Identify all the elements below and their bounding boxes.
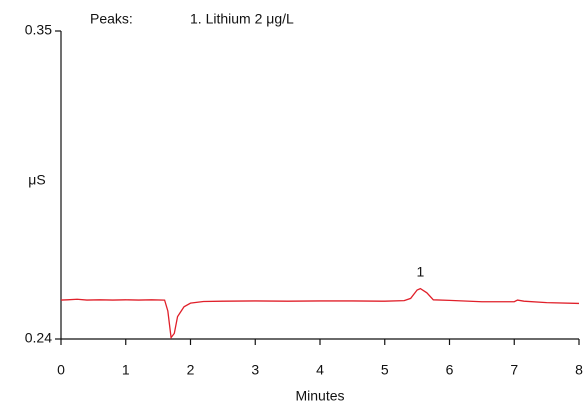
x-tick-label: 8	[575, 362, 583, 378]
peak-label: 1	[416, 263, 424, 279]
x-tick-label: 6	[446, 362, 454, 378]
y-tick-label: 0.35	[25, 22, 52, 38]
x-tick-label: 2	[187, 362, 195, 378]
legend-entry: 1. Lithium 2 μg/L	[190, 11, 294, 27]
x-tick-label: 5	[381, 362, 389, 378]
trace	[60, 287, 580, 340]
x-tick-label: 4	[316, 362, 324, 378]
x-tick-label: 1	[122, 362, 130, 378]
x-tick-label: 0	[57, 362, 65, 378]
y-tick-label: 0.24	[25, 330, 52, 346]
legend-title: Peaks:	[90, 11, 133, 27]
y-axis-label: μS	[28, 172, 45, 188]
x-axis-label: Minutes	[295, 388, 344, 404]
x-tick-label: 3	[251, 362, 259, 378]
x-tick-label: 7	[510, 362, 518, 378]
